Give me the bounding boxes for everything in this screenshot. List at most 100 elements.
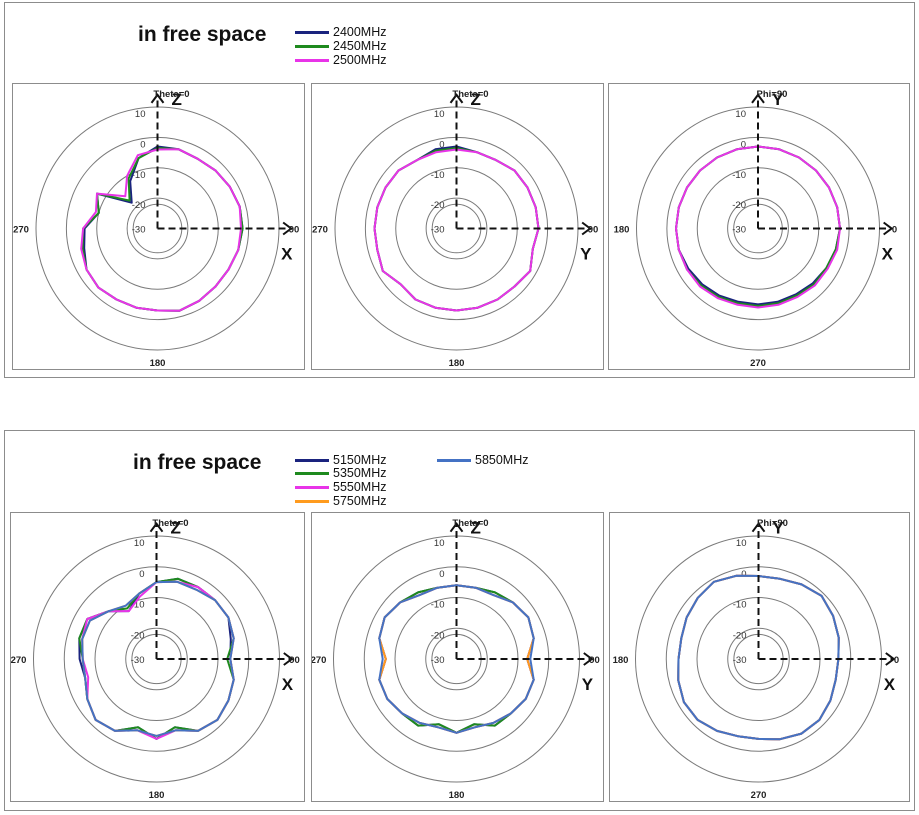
axis-up-arrowhead <box>751 93 765 104</box>
legend-entry-5150: 5150MHz <box>295 453 387 467</box>
angle-label-bottom: 180 <box>150 358 166 369</box>
axis-right-arrowhead <box>883 221 894 236</box>
legend-entry-5550: 5550MHz <box>295 480 387 494</box>
axis-label-right: X <box>884 675 896 694</box>
radial-tick-label: -20 <box>431 200 445 211</box>
angle-label-left: 180 <box>614 225 630 236</box>
axis-up-arrowhead <box>751 522 766 533</box>
axis-right-arrowhead <box>581 221 592 236</box>
grid-ring <box>125 627 188 691</box>
chart-header: Phi=90 <box>757 89 788 100</box>
grid-ring <box>727 197 789 260</box>
radial-tick-label: 0 <box>140 139 145 150</box>
legend-swatch <box>295 458 329 462</box>
axis-up-arrowhead <box>449 93 464 104</box>
legend-entry-2400: 2400MHz <box>295 25 387 39</box>
radial-tick-label: -30 <box>732 225 746 236</box>
legend-label: 5750MHz <box>333 494 387 508</box>
chart-header: Theta=0 <box>452 89 488 100</box>
radial-tick-label: -10 <box>431 600 445 611</box>
axis-up-arrowhead <box>150 93 165 104</box>
legend-label: 2450MHz <box>333 39 387 53</box>
series-line-5850mhz <box>378 584 535 734</box>
legend-entry-5350: 5350MHz <box>295 466 387 480</box>
polar-plot: 10 0 -10 -20 -30 Z X Theta=0 90 180 270 <box>13 89 300 369</box>
legend-swatch <box>437 458 471 462</box>
polar-chart-theta0-zx-2g4: 10 0 -10 -20 -30 Z X Theta=0 90 180 270 <box>12 83 305 370</box>
angle-label-left: 270 <box>11 655 26 666</box>
series-line-5850mhz <box>677 574 840 741</box>
legend-swatch <box>295 30 329 34</box>
axis-label-up: Z <box>471 90 481 109</box>
angle-label-right: 90 <box>289 655 300 666</box>
legend-label: 5150MHz <box>333 453 387 467</box>
radial-tick-label: -20 <box>131 630 145 641</box>
angle-label-left: 270 <box>13 225 29 236</box>
radial-tick-label: 10 <box>134 538 145 549</box>
polar-plot: 10 0 -10 -20 -30 Z X Theta=0 90 180 270 <box>11 518 300 801</box>
radial-tick-label: -10 <box>131 600 145 611</box>
group-title: in free space <box>133 451 262 474</box>
grid-ring <box>727 627 790 691</box>
angle-label-bottom: 180 <box>449 358 465 369</box>
legend-swatch <box>295 58 329 62</box>
legend-swatch <box>295 499 329 503</box>
radial-tick-label: -30 <box>431 655 445 666</box>
axis-label-right: X <box>882 245 894 264</box>
legend-label: 2500MHz <box>333 53 387 67</box>
angle-label-left: 270 <box>312 225 328 236</box>
radial-tick-label: -10 <box>733 600 747 611</box>
axis-label-right: Y <box>580 245 592 264</box>
radial-tick-label: -20 <box>132 200 146 211</box>
series-line-2500mhz <box>373 148 540 312</box>
radial-tick-label: -30 <box>733 655 747 666</box>
polar-chart-theta0-zx-5g: 10 0 -10 -20 -30 Z X Theta=0 90 180 270 <box>10 512 305 802</box>
series-line-2500mhz <box>80 148 242 312</box>
axis-label-right: Y <box>582 675 594 694</box>
radial-tick-label: -20 <box>431 630 445 641</box>
axis-label-up: Y <box>773 519 785 538</box>
axis-label-up: Y <box>772 90 784 109</box>
legend-label: 5850MHz <box>475 453 529 467</box>
radial-tick-label: 0 <box>439 569 444 580</box>
radial-tick-label: 0 <box>741 569 746 580</box>
axis-up-arrowhead <box>149 522 164 533</box>
axis-label-up: Z <box>172 90 182 109</box>
radial-tick-label: -30 <box>132 225 146 236</box>
series-line-5550mhz <box>81 580 235 740</box>
series-line-2500mhz <box>675 145 841 309</box>
axis-label-up: Z <box>171 519 181 538</box>
radial-tick-label: -20 <box>733 630 747 641</box>
axis-right-arrowhead <box>282 221 293 236</box>
polar-plot: 10 0 -10 -20 -30 Y X Phi=90 0 270 180 <box>614 89 898 369</box>
radial-tick-label: 10 <box>434 538 445 549</box>
radial-tick-label: -10 <box>431 170 445 181</box>
polar-chart-phi90-yx-5g: 10 0 -10 -20 -30 Y X Phi=90 0 270 180 <box>609 512 910 802</box>
grid-ring <box>126 197 189 260</box>
legend-label: 2400MHz <box>333 25 387 39</box>
group-title: in free space <box>138 23 267 46</box>
polar-plot: 10 0 -10 -20 -30 Y X Phi=90 0 270 180 <box>613 518 900 801</box>
legend-swatch <box>295 485 329 489</box>
radial-tick-label: 10 <box>135 109 146 120</box>
axis-label-up: Z <box>471 519 481 538</box>
legend-entry-2450: 2450MHz <box>295 39 387 53</box>
polar-chart-theta0-zy-5g: 10 0 -10 -20 -30 Z Y Theta=0 90 180 270 <box>311 512 604 802</box>
radial-tick-label: -10 <box>132 170 146 181</box>
axis-right-arrowhead <box>885 652 896 666</box>
legend-entry-5750: 5750MHz <box>295 494 387 508</box>
angle-label-right: 0 <box>894 655 899 666</box>
legend-label: 5350MHz <box>333 466 387 480</box>
radial-tick-label: -30 <box>431 225 445 236</box>
grid-ring <box>425 197 488 260</box>
axis-label-right: X <box>281 245 293 264</box>
legend-swatch <box>295 471 329 475</box>
legend-label: 5550MHz <box>333 480 387 494</box>
angle-label-bottom: 180 <box>449 790 465 801</box>
chart-header: Theta=0 <box>152 518 188 529</box>
polar-chart-theta0-zy-2g4: 10 0 -10 -20 -30 Z Y Theta=0 90 180 270 <box>311 83 604 370</box>
axis-right-arrowhead <box>283 652 294 666</box>
legend-entry-5850: 5850MHz <box>437 453 529 467</box>
angle-label-right: 90 <box>289 225 300 236</box>
grid-ring <box>425 627 488 691</box>
